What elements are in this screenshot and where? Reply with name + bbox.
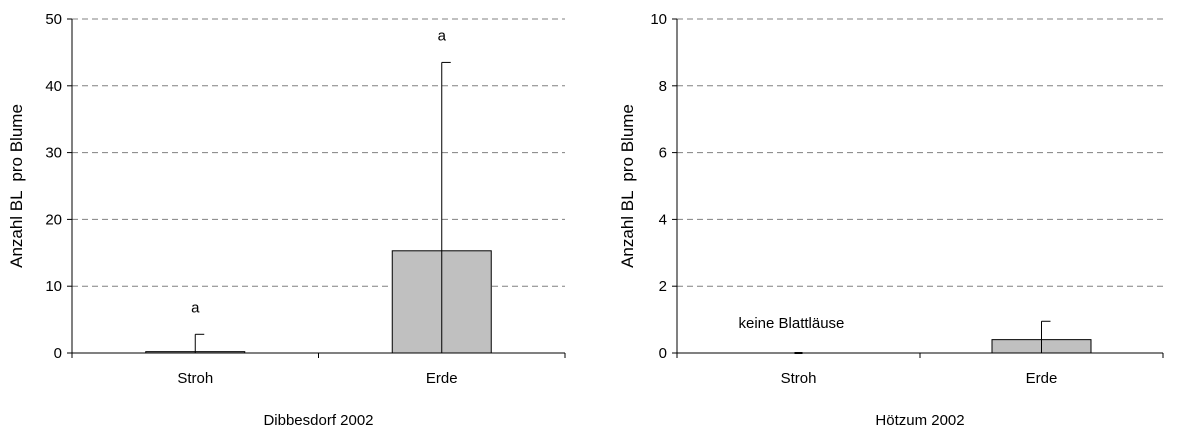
y-tick-label: 2 <box>659 278 667 295</box>
y-tick-label: 40 <box>45 78 62 95</box>
y-tick-label: 8 <box>659 78 667 95</box>
y-axis-title: Anzahl BL pro Blume <box>618 104 637 268</box>
y-tick-label: 6 <box>659 145 667 162</box>
x-category-label: Stroh <box>781 370 817 387</box>
x-category-label: Stroh <box>177 370 213 387</box>
y-tick-label: 0 <box>54 345 62 362</box>
x-axis-title: Hötzum 2002 <box>875 412 964 429</box>
x-category-label: Erde <box>426 370 458 387</box>
chart-hoetzum: 0 2 4 6 8 10 keine Blattläuse Stroh Erde Hötzum 2… <box>618 11 1164 429</box>
y-tick-label: 20 <box>45 211 62 228</box>
y-tick-label: 10 <box>45 278 62 295</box>
x-category-label: Erde <box>1026 370 1058 387</box>
annotation-label: a <box>438 27 447 44</box>
y-tick-label: 10 <box>650 11 667 28</box>
chart-dibbesdorf: 0 10 20 30 40 50 a Stroh a Erde Dibbesdorf 2002 Anz… <box>7 11 566 429</box>
y-tick-label: 50 <box>45 11 62 28</box>
y-axis-title: Anzahl BL pro Blume <box>7 104 26 268</box>
annotation-label: keine Blattläuse <box>739 315 845 332</box>
y-tick-label: 4 <box>659 211 667 228</box>
x-axis-title: Dibbesdorf 2002 <box>263 412 373 429</box>
annotation-label: a <box>191 299 200 316</box>
y-tick-label: 0 <box>659 345 667 362</box>
y-tick-label: 30 <box>45 145 62 162</box>
